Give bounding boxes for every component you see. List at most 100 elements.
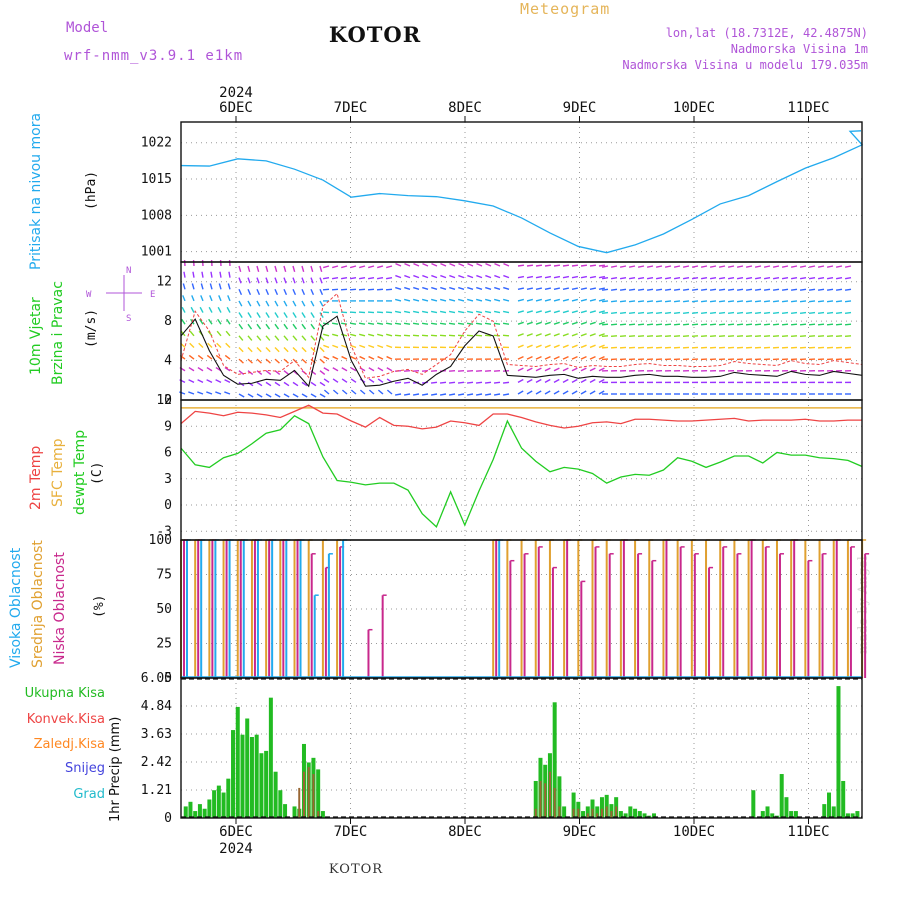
temp-ytick-0: -3: [156, 524, 172, 539]
wind-barb: [646, 335, 654, 338]
precip-total-bar: [259, 753, 264, 818]
wind-barb: [571, 321, 578, 325]
wind-barb: [430, 310, 438, 314]
precip-total-bar: [249, 737, 254, 818]
wind-barb: [475, 310, 483, 314]
wind-barb: [494, 263, 501, 267]
wind-barb: [571, 264, 579, 267]
wind-barb: [395, 263, 402, 267]
precip-total-bar: [197, 804, 202, 818]
wind-barb: [331, 276, 339, 280]
wind-barb: [247, 358, 253, 364]
wind-barb: [619, 265, 627, 268]
wind-barb: [206, 366, 213, 372]
wind-barb: [526, 367, 533, 372]
wind-barb: [610, 265, 618, 268]
cloud-ytick-0: 0: [164, 671, 172, 686]
wind-barb: [323, 333, 330, 337]
wind-barb: [265, 358, 271, 364]
wind-barb: [589, 321, 596, 325]
wind-barb: [206, 354, 213, 360]
wind-barb: [238, 300, 243, 307]
wind-barb: [562, 333, 569, 337]
wind-barb: [386, 333, 393, 337]
wind-barb: [619, 311, 627, 314]
wind-barb: [601, 300, 609, 303]
wind-barb: [265, 381, 272, 387]
wind-barb: [422, 274, 429, 279]
wind-barb: [655, 276, 663, 280]
wind-ytick-1: 4: [164, 354, 172, 369]
wind-barb: [562, 321, 569, 325]
wind-barb: [535, 298, 542, 302]
bottom-year: 2024: [219, 841, 253, 857]
wind-barb: [238, 277, 242, 284]
wind-barb: [319, 393, 326, 398]
wind-barb: [835, 265, 843, 268]
wind-barb: [580, 321, 587, 325]
precip-convective-bar: [302, 771, 305, 818]
wind-barb: [319, 346, 325, 353]
wind-barb: [292, 381, 299, 387]
wind-barb: [457, 310, 465, 314]
wind-barb: [571, 344, 578, 349]
wind-barb: [493, 322, 501, 325]
wind-barb: [526, 333, 533, 337]
wind-barb: [781, 311, 789, 314]
wind-barb: [517, 264, 525, 267]
wind-barb: [763, 300, 771, 303]
wind-barb: [580, 275, 588, 279]
wind-barb: [431, 298, 438, 302]
wind-barb: [736, 276, 744, 280]
wind-ytick-0: 0: [164, 393, 172, 408]
wind-barb: [610, 288, 618, 291]
wind-barb: [844, 323, 852, 326]
wind-barb: [394, 381, 402, 384]
wind-barb: [526, 390, 533, 395]
wind-barb: [458, 286, 465, 290]
wind-barb: [413, 263, 420, 267]
wind-barb: [691, 288, 699, 291]
wind-barb: [323, 265, 330, 269]
wind-barb: [562, 264, 570, 267]
wind-barb: [422, 286, 429, 290]
wind-barb: [421, 393, 429, 396]
wind-barb: [198, 342, 204, 348]
wind-barb: [256, 358, 262, 364]
wind-barb: [628, 276, 636, 280]
wind-barb: [790, 323, 798, 326]
wind-barb: [192, 271, 195, 278]
wind-barb: [274, 335, 280, 341]
wind-barb: [682, 288, 690, 291]
wind-barb: [727, 276, 735, 280]
wind-barb: [395, 298, 402, 302]
wind-barb: [562, 367, 569, 372]
wind-barb: [571, 378, 578, 383]
wind-barb: [199, 306, 204, 313]
precip-total-bar: [760, 811, 765, 818]
precip-total-bar: [268, 697, 273, 818]
precip-convective-bar: [317, 811, 320, 818]
wind-barb: [189, 342, 195, 348]
wind-barb: [517, 287, 525, 290]
wind-barb: [189, 330, 195, 337]
wind-barb: [331, 322, 339, 325]
wind-barb: [598, 264, 606, 267]
wind-barb: [682, 335, 690, 338]
wind-barb: [562, 287, 570, 290]
wind-barb: [421, 310, 429, 314]
wind-barb: [350, 265, 357, 269]
wind-barb: [215, 391, 222, 395]
wind-barb: [265, 393, 272, 398]
wind-barb: [467, 274, 474, 279]
wind-barb: [448, 334, 456, 337]
wind-barb: [274, 323, 280, 330]
wind-barb: [310, 312, 315, 319]
wind-barb: [440, 298, 447, 302]
wind-barb: [808, 300, 816, 303]
wind-barb: [817, 288, 825, 291]
wind-barb: [359, 355, 366, 360]
wind-barb: [224, 379, 231, 383]
wind-barb: [691, 311, 699, 314]
wind-barb: [736, 265, 744, 268]
